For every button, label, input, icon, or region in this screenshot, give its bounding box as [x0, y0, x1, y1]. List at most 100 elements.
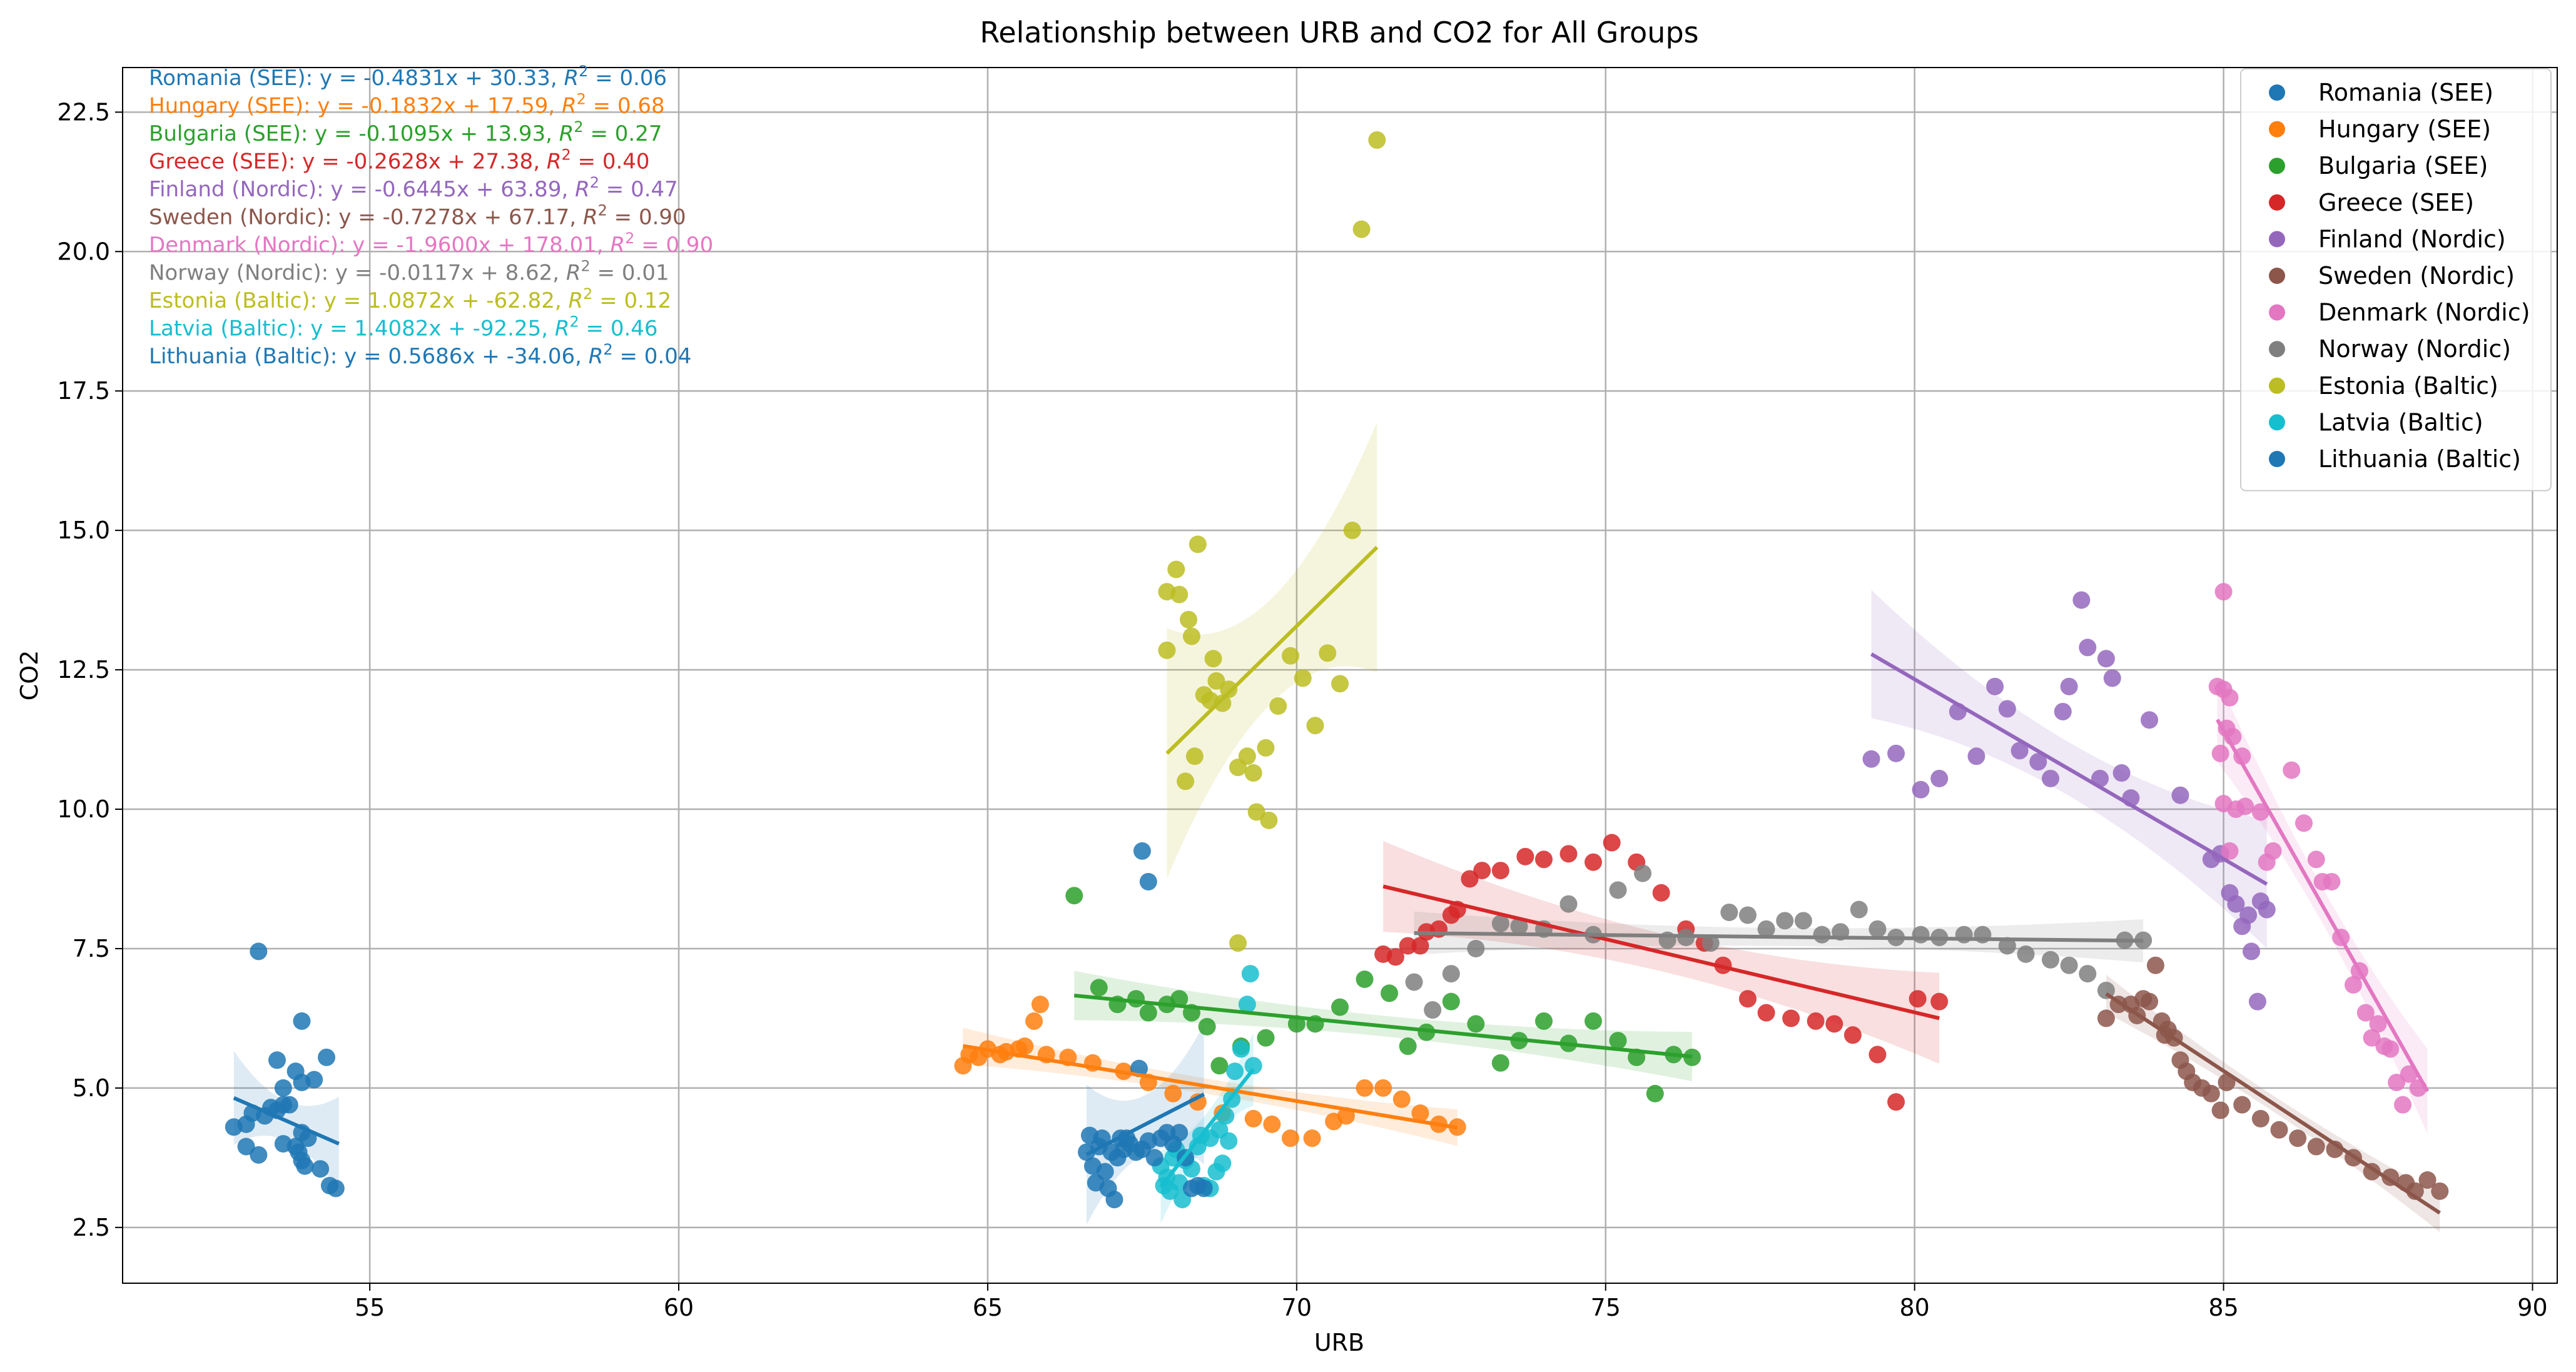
- data-point: [2356, 1004, 2375, 1022]
- legend-entry: Hungary (SEE): [2318, 116, 2491, 143]
- y-tick-label: 22.5: [57, 98, 110, 126]
- data-point: [250, 942, 268, 961]
- data-point: [1491, 914, 1509, 932]
- data-point: [2060, 677, 2078, 695]
- data-point: [1411, 937, 1429, 955]
- data-point: [1559, 895, 1578, 913]
- data-point: [1510, 917, 1528, 936]
- equation-label: Finland (Nordic): y = -0.6445x + 63.89, …: [149, 174, 678, 202]
- r-squared-value: = 0.04: [613, 344, 692, 369]
- data-point: [2218, 1073, 2236, 1091]
- data-point: [1294, 669, 1312, 687]
- data-point: [2017, 945, 2035, 963]
- data-point: [1244, 1057, 1262, 1075]
- data-point: [1930, 992, 1949, 1011]
- r-squared-exponent: 2: [574, 118, 583, 136]
- data-point: [1534, 1012, 1553, 1030]
- data-point: [1269, 697, 1287, 715]
- legend-marker: [2269, 377, 2285, 394]
- equation-label: Norway (Nordic): y = -0.0117x + 8.62, R2…: [149, 258, 669, 286]
- data-point: [1189, 535, 1207, 553]
- r-squared-exponent: 2: [577, 91, 586, 108]
- equation-label: Romania (SEE): y = -0.4831x + 30.33, R2 …: [149, 63, 667, 91]
- data-point: [2289, 1129, 2307, 1148]
- y-tick-label: 17.5: [57, 377, 110, 405]
- r-squared-value: = 0.40: [571, 149, 650, 174]
- equation-text: Hungary (SEE): y = -0.1832x + 17.59,: [149, 94, 562, 119]
- data-point: [1559, 845, 1578, 863]
- r-squared-symbol: R: [562, 94, 577, 119]
- data-point: [2369, 1015, 2387, 1033]
- data-point: [2097, 650, 2115, 668]
- r-squared-exponent: 2: [581, 258, 591, 275]
- legend-marker: [2269, 304, 2285, 321]
- data-point: [1244, 1109, 1262, 1127]
- data-point: [1214, 1154, 1232, 1173]
- data-point: [1306, 717, 1324, 735]
- legend-entry: Romania (SEE): [2318, 79, 2493, 106]
- legend-entry: Denmark (Nordic): [2318, 299, 2530, 326]
- data-point: [2221, 842, 2239, 860]
- data-point: [1303, 1129, 1321, 1148]
- r-squared-value: = 0.12: [592, 288, 671, 313]
- data-point: [1869, 1046, 1887, 1064]
- data-point: [1343, 522, 1361, 540]
- y-tick-label: 2.5: [73, 1214, 110, 1241]
- data-point: [1585, 853, 1603, 871]
- regression-line: [2216, 719, 2430, 1092]
- data-point: [1850, 900, 1868, 919]
- legend-marker: [2269, 268, 2285, 284]
- data-point: [1016, 1037, 1034, 1056]
- data-point: [1634, 864, 1652, 882]
- data-point: [2248, 992, 2266, 1011]
- data-point: [2251, 1109, 2269, 1127]
- legend-marker: [2269, 231, 2285, 248]
- data-point: [2363, 1029, 2381, 1047]
- data-point: [2097, 1009, 2115, 1027]
- data-point: [1139, 872, 1157, 890]
- equation-label: Bulgaria (SEE): y = -0.1095x + 13.93, R2…: [149, 118, 662, 146]
- data-point: [1127, 990, 1145, 1008]
- data-point: [296, 1157, 314, 1175]
- r-squared-value: = 0.90: [607, 205, 686, 230]
- data-point: [2431, 1182, 2449, 1200]
- x-tick-label: 55: [355, 1294, 385, 1321]
- data-point: [1247, 803, 1265, 821]
- legend-entry: Latvia (Baltic): [2318, 408, 2483, 436]
- r-squared-value: = 0.06: [588, 66, 667, 91]
- data-point: [1182, 627, 1200, 645]
- r-squared-exponent: 2: [590, 174, 599, 191]
- legend-entry: Lithuania (Baltic): [2318, 445, 2521, 473]
- data-point: [2345, 976, 2363, 994]
- x-axis-label: URB: [1314, 1329, 1364, 1356]
- data-point: [1516, 847, 1534, 865]
- legend-marker: [2269, 121, 2285, 138]
- data-point: [1210, 1057, 1229, 1075]
- data-point: [1585, 1012, 1603, 1030]
- data-point: [1930, 769, 1949, 787]
- data-point: [2239, 906, 2258, 924]
- equation-text: Denmark (Nordic): y = -1.9600x + 178.01,: [149, 233, 610, 258]
- data-point: [1442, 965, 1460, 983]
- data-point: [1738, 990, 1757, 1008]
- legend-marker: [2269, 194, 2285, 211]
- data-point: [1912, 926, 1930, 944]
- x-tick-label: 65: [973, 1294, 1003, 1321]
- legend-marker: [2269, 84, 2285, 101]
- data-point: [1701, 934, 1720, 952]
- data-point: [2103, 669, 2121, 687]
- data-point: [1198, 1017, 1216, 1036]
- data-point: [2381, 1040, 2400, 1058]
- data-point: [1491, 1054, 1509, 1072]
- data-point: [1145, 1149, 1164, 1167]
- data-point: [1399, 937, 1417, 955]
- r-squared-value: = 0.01: [591, 261, 669, 286]
- data-point: [1207, 672, 1225, 690]
- y-tick-label: 15.0: [57, 517, 110, 544]
- regression-line: [962, 1044, 1458, 1130]
- data-point: [2029, 753, 2047, 771]
- data-point: [1794, 912, 1812, 930]
- data-point: [1405, 973, 1423, 991]
- data-point: [1195, 1179, 1213, 1198]
- r-squared-value: = 0.68: [586, 94, 665, 119]
